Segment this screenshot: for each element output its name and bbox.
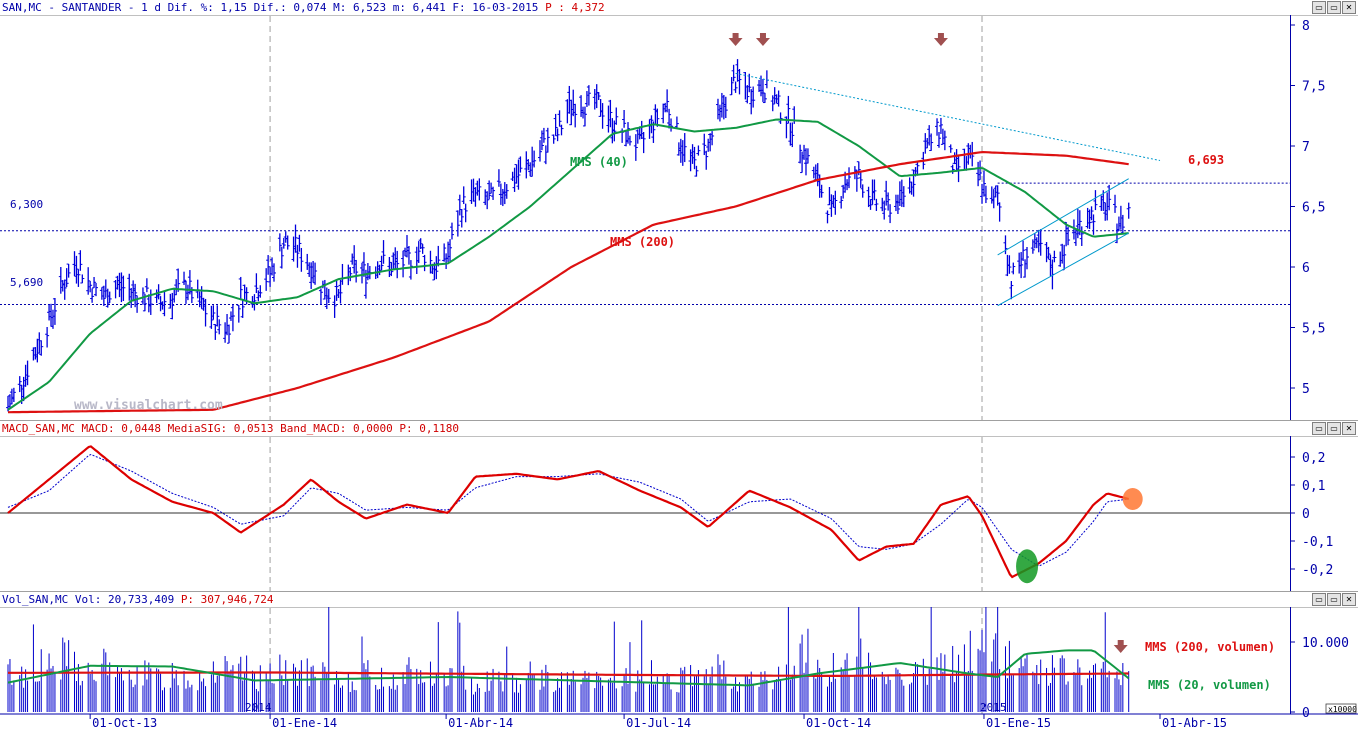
x-tick-label: 01-Jul-14 (626, 716, 691, 730)
x-tick-label: 01-Abr-14 (448, 716, 513, 730)
down-arrow-icon (933, 33, 948, 46)
down-arrow-icon (755, 33, 770, 46)
x-axis: 01-Oct-13 01-Ene-14 01-Abr-14 01-Jul-14 01-O… (0, 713, 1358, 730)
minimize-icon[interactable]: ▭ (1312, 422, 1326, 435)
year-2015: 2015 (980, 701, 1007, 714)
y-tick-label: 0,1 (1302, 479, 1325, 494)
price-bars (6, 59, 1131, 412)
label-level-5690: 5,690 (10, 276, 43, 289)
macd-y-axis: 0,2 0,1 0 -0,1 -0,2 (1290, 451, 1333, 578)
vol-header: Vol_SAN,MC Vol: 20,733,409 P: 307,946,72… (0, 592, 274, 607)
macd-pane: MACD_SAN,MC MACD: 0,0448 MediaSIG: 0,051… (0, 420, 1358, 592)
watermark: www.visualchart.com (74, 398, 223, 413)
vol-multiplier: x10000 (1328, 705, 1357, 714)
label-level-6693: 6,693 (1188, 153, 1224, 167)
trend-line (997, 232, 1129, 307)
x-tick-label: 01-Ene-15 (986, 716, 1051, 730)
close-icon[interactable]: ✕ (1342, 593, 1356, 606)
minimize-icon[interactable]: ▭ (1312, 593, 1326, 606)
price-y-axis: 8 7,5 7 6,5 6 5,5 5 (1290, 19, 1325, 397)
signal-line (7, 453, 1129, 567)
y-tick-label: 0 (1302, 507, 1310, 522)
vol-window-buttons: ▭ ▭ ✕ (1312, 593, 1356, 606)
macd-chart[interactable]: 0,2 0,1 0 -0,1 -0,2 (0, 421, 1358, 592)
y-tick-label: 10.000 (1302, 636, 1349, 651)
orange-marker (1122, 488, 1143, 510)
y-tick-label: 8 (1302, 19, 1310, 34)
label-vol-mms200: MMS (200, volumen) (1145, 640, 1275, 654)
label-mms40: MMS (40) (570, 155, 628, 169)
price-window-buttons: ▭ ▭ ✕ (1312, 1, 1356, 14)
minimize-icon[interactable]: ▭ (1312, 1, 1326, 14)
y-tick-label: 7,5 (1302, 80, 1325, 95)
y-tick-label: 5,5 (1302, 322, 1325, 337)
price-pane: SAN,MC - SANTANDER - 1 d Dif. %: 1,15 Di… (0, 0, 1358, 420)
x-tick-label: 01-Ene-14 (272, 716, 337, 730)
y-tick-label: 0,2 (1302, 451, 1325, 466)
green-marker (1016, 549, 1039, 584)
price-header-text: SAN,MC - SANTANDER - 1 d Dif. %: 1,15 Di… (2, 1, 539, 14)
volume-bars (7, 607, 1130, 712)
y-tick-label: 5 (1302, 382, 1310, 397)
volume-pane: Vol_SAN,MC Vol: 20,733,409 P: 307,946,72… (0, 591, 1358, 734)
label-level-6300: 6,300 (10, 198, 43, 211)
x-tick-label: 01-Oct-13 (92, 716, 157, 730)
price-header: SAN,MC - SANTANDER - 1 d Dif. %: 1,15 Di… (0, 0, 605, 15)
year-2014: 2014 (245, 701, 272, 714)
label-vol-mms20: MMS (20, volumen) (1148, 678, 1271, 692)
down-arrow-icon (1113, 640, 1128, 653)
maximize-icon[interactable]: ▭ (1327, 593, 1341, 606)
maximize-icon[interactable]: ▭ (1327, 1, 1341, 14)
x-tick-label: 01-Oct-14 (806, 716, 871, 730)
vol-mms20-line (7, 649, 1130, 687)
mms40-line (7, 118, 1129, 411)
y-tick-label: 7 (1302, 140, 1310, 155)
price-chart[interactable]: 8 7,5 7 6,5 6 5,5 5 www.visualchart.com MMS (4… (0, 0, 1358, 420)
label-mms200: MMS (200) (610, 235, 675, 249)
y-tick-label: 6,5 (1302, 201, 1325, 216)
macd-header-extra: P: 0,1180 (399, 422, 459, 435)
close-icon[interactable]: ✕ (1342, 1, 1356, 14)
trend-line (997, 178, 1129, 256)
y-tick-label: -0,2 (1302, 563, 1333, 578)
vol-header-extra: P: 307,946,724 (180, 593, 274, 606)
mms200-line (8, 150, 1129, 414)
price-header-extra: P : 4,372 (545, 1, 605, 14)
y-tick-label: 6 (1302, 261, 1310, 276)
volume-chart[interactable]: 10.0000 01-Oct-1301-Ene-1401-Abr-1401-Ju… (0, 592, 1358, 734)
macd-header-text: MACD_SAN,MC MACD: 0,0448 MediaSIG: 0,051… (2, 422, 393, 435)
vol-multiplier-box (1325, 703, 1357, 714)
macd-header: MACD_SAN,MC MACD: 0,0448 MediaSIG: 0,051… (0, 421, 459, 436)
vol-header-text: Vol_SAN,MC Vol: 20,733,409 (2, 593, 175, 606)
down-arrow-icon (728, 33, 743, 46)
trend-line (735, 72, 1161, 162)
x-tick-label: 01-Abr-15 (1162, 716, 1227, 730)
maximize-icon[interactable]: ▭ (1327, 422, 1341, 435)
close-icon[interactable]: ✕ (1342, 422, 1356, 435)
y-tick-label: -0,1 (1302, 535, 1333, 550)
vol-mms200-line (8, 671, 1129, 677)
macd-window-buttons: ▭ ▭ ✕ (1312, 422, 1356, 435)
macd-line (7, 445, 1129, 579)
